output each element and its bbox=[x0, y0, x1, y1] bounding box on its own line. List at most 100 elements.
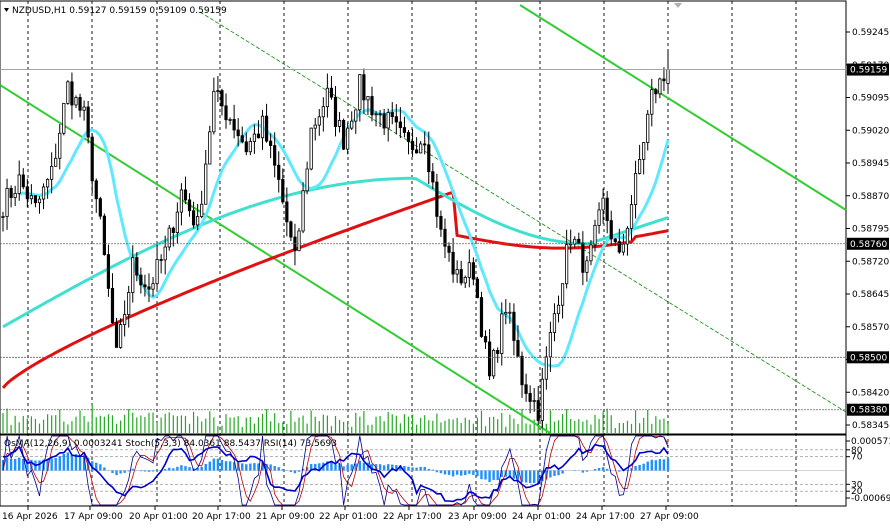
price-badge-label: 0.58380 bbox=[850, 406, 887, 416]
osma-bar bbox=[387, 464, 389, 470]
osma-bar bbox=[10, 459, 12, 471]
osma-bar bbox=[359, 461, 361, 471]
main-title-text: NZDUSD,H1 0.59127 0.59159 0.59109 0.5915… bbox=[12, 6, 227, 16]
candle-body bbox=[630, 205, 632, 229]
candle-body bbox=[407, 132, 409, 141]
candle-body bbox=[464, 277, 466, 283]
price-tick-label: 0.59095 bbox=[852, 94, 889, 104]
candle-body bbox=[330, 88, 332, 97]
osma-bar bbox=[221, 460, 223, 471]
candle-body bbox=[99, 199, 101, 216]
candle-body bbox=[87, 107, 89, 137]
candle-body bbox=[663, 79, 665, 81]
candle-body bbox=[160, 259, 162, 260]
candle-body bbox=[298, 231, 300, 251]
candle-body bbox=[184, 190, 186, 200]
candle-body bbox=[606, 198, 608, 220]
candle-body bbox=[667, 70, 669, 84]
candle-body bbox=[241, 136, 243, 142]
candle-body bbox=[286, 202, 288, 222]
candle-body bbox=[626, 228, 628, 244]
candle-body bbox=[553, 314, 555, 333]
osma-bar bbox=[225, 461, 227, 470]
osma-bar bbox=[172, 468, 174, 470]
osma-bar bbox=[168, 468, 170, 471]
indicator-title-text: OsMA(12,26,9) 0.0003241 Stoch(5,3,3) 84.… bbox=[4, 439, 337, 449]
candle-body bbox=[302, 191, 304, 231]
osma-bar bbox=[476, 471, 478, 477]
osma-bar bbox=[334, 464, 336, 470]
osma-bar bbox=[452, 471, 454, 477]
candle-body bbox=[513, 312, 515, 340]
candle-body bbox=[468, 263, 470, 278]
osma-bar bbox=[294, 471, 296, 474]
time-tick-label: 21 Apr 09:00 bbox=[256, 512, 315, 522]
osma-bar bbox=[67, 453, 69, 471]
candle-body bbox=[419, 144, 421, 153]
osma-bar bbox=[273, 466, 275, 470]
candle-body bbox=[379, 114, 381, 115]
candle-body bbox=[318, 117, 320, 125]
candle-body bbox=[95, 181, 97, 199]
osma-bar bbox=[383, 465, 385, 470]
osma-bar bbox=[647, 462, 649, 471]
price-tick-label: 0.58345 bbox=[852, 421, 889, 431]
candle-body bbox=[634, 173, 636, 204]
candle-body bbox=[342, 120, 344, 149]
candle-body bbox=[136, 258, 138, 276]
candle-body bbox=[440, 216, 442, 229]
osma-bar bbox=[533, 471, 535, 483]
candle-body bbox=[395, 117, 397, 122]
candle-body bbox=[38, 199, 40, 203]
candle-body bbox=[399, 122, 401, 128]
price-badge-label: 0.58760 bbox=[850, 240, 887, 250]
osma-bar bbox=[606, 469, 608, 471]
osc-tick-label: -0.000693 bbox=[851, 494, 890, 504]
osma-bar bbox=[468, 471, 470, 474]
time-tick-label: 17 Apr 09:00 bbox=[64, 512, 123, 522]
candle-body bbox=[200, 204, 202, 216]
candle-body bbox=[610, 221, 612, 239]
osma-bar bbox=[330, 462, 332, 470]
osma-bar bbox=[99, 464, 101, 470]
time-tick-label: 27 Apr 09:00 bbox=[640, 512, 699, 522]
candle-body bbox=[351, 121, 353, 128]
osma-bar bbox=[14, 459, 16, 471]
osma-bar bbox=[642, 464, 644, 471]
candle-body bbox=[63, 103, 65, 133]
time-tick-label: 22 Apr 01:00 bbox=[319, 512, 378, 522]
price-tick-label: 0.58720 bbox=[852, 257, 889, 267]
candle-body bbox=[22, 175, 24, 187]
osma-bar bbox=[103, 467, 105, 470]
candle-body bbox=[119, 325, 121, 348]
osma-bar bbox=[176, 467, 178, 471]
candle-body bbox=[586, 261, 588, 273]
osma-bar bbox=[200, 467, 202, 471]
candle-body bbox=[415, 150, 417, 153]
candle-body bbox=[156, 259, 158, 283]
candle-body bbox=[371, 97, 373, 115]
osma-bar bbox=[651, 460, 653, 471]
price-tick-label: 0.58795 bbox=[852, 225, 889, 235]
price-tick-label: 0.58870 bbox=[852, 192, 889, 202]
candle-body bbox=[79, 97, 81, 110]
time-tick-label: 20 Apr 17:00 bbox=[192, 512, 251, 522]
candle-body bbox=[269, 141, 271, 145]
candle-body bbox=[253, 134, 255, 141]
osma-bar bbox=[663, 459, 665, 470]
candle-body bbox=[424, 144, 426, 145]
candle-body bbox=[452, 252, 454, 274]
price-tick-label: 0.58570 bbox=[852, 323, 889, 333]
candle-body bbox=[334, 97, 336, 126]
osma-bar bbox=[71, 454, 73, 470]
candle-body bbox=[14, 193, 16, 197]
candle-body bbox=[403, 128, 405, 133]
osma-bar bbox=[480, 471, 482, 480]
candle-body bbox=[557, 305, 559, 313]
candle-body bbox=[496, 350, 498, 353]
candle-body bbox=[622, 244, 624, 252]
candle-body bbox=[265, 116, 267, 141]
candle-body bbox=[472, 263, 474, 279]
